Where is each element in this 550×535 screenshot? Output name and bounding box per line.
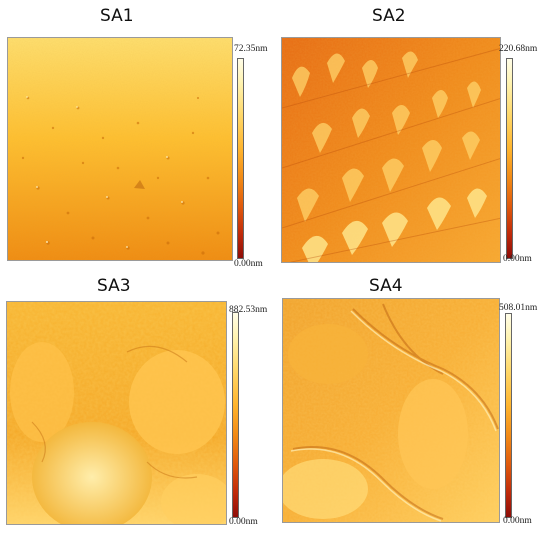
panel-title: SA1 — [100, 6, 134, 26]
scale-min-label: 0.00nm — [503, 254, 532, 264]
color-scale-bar — [237, 58, 244, 259]
scale-min-label: 0.00nm — [229, 517, 258, 527]
scale-max-label: 882.53nm — [229, 305, 268, 315]
scale-min-label: 0.00nm — [234, 259, 263, 269]
panel-title: SA3 — [97, 276, 131, 296]
afm-image-sa1 — [7, 37, 233, 261]
scale-min-label: 0.00nm — [503, 516, 532, 526]
color-scale-bar — [505, 313, 512, 518]
scale-max-label: 220.68nm — [499, 44, 538, 54]
afm-image-sa3 — [6, 301, 227, 525]
color-scale-bar — [232, 312, 239, 518]
color-scale-bar — [506, 58, 513, 259]
panel-title: SA2 — [372, 6, 406, 26]
scale-max-label: 72.35nm — [234, 44, 268, 54]
panel-title: SA4 — [369, 276, 403, 296]
afm-image-sa4 — [282, 298, 500, 523]
scale-max-label: 508.01nm — [499, 303, 538, 313]
afm-image-sa2 — [281, 37, 501, 263]
